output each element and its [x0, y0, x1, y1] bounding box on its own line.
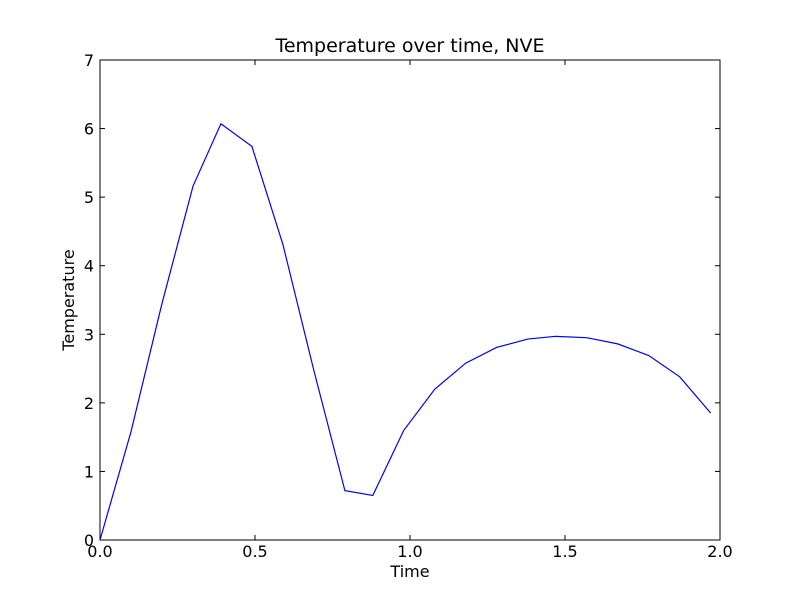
- y-tick-label: 7: [84, 51, 94, 70]
- x-tick-label: 2.0: [707, 542, 732, 561]
- x-tick-label: 1.5: [552, 542, 577, 561]
- axes-frame: [99, 59, 721, 541]
- series-line-0: [99, 122, 712, 541]
- y-tick-label: 1: [84, 462, 94, 481]
- chart-title: Temperature over time, NVE: [274, 35, 544, 57]
- x-axis-label: Time: [389, 562, 429, 581]
- y-tick-label: 2: [84, 394, 94, 413]
- x-tick-label: 1.0: [397, 542, 422, 561]
- y-tick-label: 3: [84, 325, 94, 344]
- y-tick-label: 5: [84, 188, 94, 207]
- y-tick-label: 4: [84, 257, 94, 276]
- y-tick-label: 0: [84, 531, 94, 550]
- y-axis-label: Temperature: [59, 249, 78, 351]
- y-tick-label: 6: [84, 120, 94, 139]
- plot-area: 0.0 0.5 1.0 1.5 2.0 0 1 2 3 4 5 6 7: [84, 51, 733, 561]
- x-tick-label: 0.0: [87, 542, 112, 561]
- x-tick-label: 0.5: [242, 542, 267, 561]
